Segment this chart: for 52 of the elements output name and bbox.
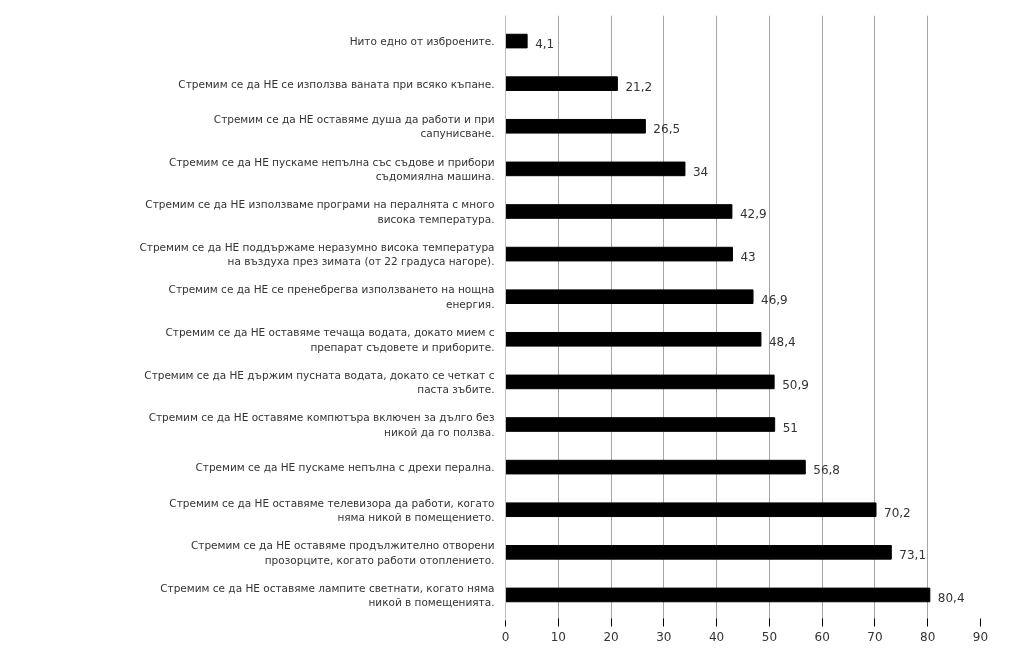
bar (505, 374, 775, 390)
y-tick-label: Стремим се да НЕ пускаме непълна с дрехи перална. (195, 461, 495, 474)
bar (505, 289, 754, 305)
y-tick-label: Стремим се да НЕ държим пусната водата, докато се четкат с паста зъбите. (144, 368, 495, 396)
data-label: 48,4 (768, 335, 796, 350)
y-tick-label: Стремим се да НЕ оставяме лампите светнати, когато няма никой в помещенията. (160, 581, 495, 609)
data-label: 43 (740, 250, 756, 265)
y-tick-label: Стремим се да НЕ пускаме непълна със съдове и прибори съдомиялна машина. (169, 155, 495, 183)
bar (505, 417, 776, 432)
bar (505, 76, 618, 91)
bar (505, 331, 762, 347)
y-tick-label: Стремим се да НЕ оставяме телевизора да работи, когато няма никой в помещението. (169, 496, 495, 523)
data-label: 42,9 (739, 207, 767, 222)
x-tick-label: 20 (603, 629, 619, 644)
y-tick-label: Стремим се да НЕ използваме програми на пералнята с много висока температура. (145, 198, 495, 225)
y-tick-label: Стремим се да НЕ се използва ваната при всяко къпане. (178, 77, 495, 90)
y-tick-label: Стремим се да НЕ поддържаме неразумно висока температура на въздуха през зимата (от 22 градуса нагоре). (139, 240, 495, 268)
bar (505, 33, 528, 49)
data-label: 70,2 (884, 505, 911, 520)
x-tick-label: 90 (972, 629, 989, 644)
bar (505, 118, 646, 134)
bar (505, 204, 733, 219)
y-tick-label: Стремим се да НЕ се пренебрегва използването на нощна енергия. (168, 283, 495, 310)
data-label: 56,8 (813, 463, 840, 478)
x-tick-label: 70 (867, 629, 883, 644)
x-tick-label: 30 (656, 629, 672, 644)
x-tick-label: 10 (550, 629, 566, 644)
x-tick-label: 50 (761, 629, 778, 644)
bar (505, 545, 892, 560)
x-tick-label: 80 (920, 629, 936, 644)
y-tick-label: Стремим се да НЕ оставяме компютъра включен за дълго без никой да го ползва. (148, 411, 495, 438)
data-label: 21,2 (625, 79, 653, 94)
x-tick-label: 60 (814, 629, 830, 644)
x-tick-label: 0 (501, 629, 510, 644)
data-label: 73,1 (899, 548, 927, 563)
data-label: 26,5 (653, 122, 681, 137)
x-tick-label: 40 (708, 629, 725, 644)
data-label: 4,1 (535, 37, 555, 52)
data-label: 46,9 (761, 292, 788, 307)
y-tick-label: Нито едно от изброените. (349, 35, 495, 48)
data-label: 80,4 (937, 590, 965, 605)
bar (505, 246, 733, 262)
bar (505, 459, 806, 475)
data-label: 51 (782, 420, 798, 435)
data-label: 50,9 (782, 377, 809, 392)
y-tick-label: Стремим се да НЕ оставяме душа да работи и при сапунисване. (213, 113, 495, 140)
bar (505, 161, 686, 177)
bar (505, 587, 931, 603)
data-label: 34 (692, 164, 709, 179)
y-tick-label: Стремим се да НЕ оставяме течаща водата, докато мием с препарат съдовете и приборите. (165, 326, 495, 353)
bar (505, 502, 877, 518)
y-tick-label: Стремим се да НЕ оставяме продължително отворени прозорците, когато работи отоплението. (190, 539, 495, 566)
